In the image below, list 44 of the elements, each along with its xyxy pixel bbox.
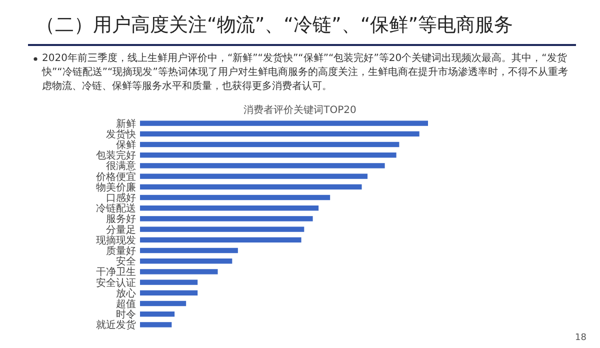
y-tick-label: 口感好 — [106, 192, 136, 204]
text: 2020年前三季度，线上生鲜用户评价中，“新鲜”“发货快”“保鲜”“包装完好”等20个关键词出现频次最高。其中，“发货快”“冷链配送”“现摘现发”等热词体现了用户对生鲜电商服务的高度关注，生鲜电商在提升市场渗透率时，不得不从重考虑物流、冷链、保鲜等服务水平和质量，也获得更多消费者认可。 — [42, 52, 569, 94]
y-tick-label: 时令 — [116, 308, 136, 321]
y-tick-label: 超值 — [116, 298, 136, 310]
bar — [140, 216, 313, 222]
text: 18 — [575, 333, 586, 343]
bar — [140, 120, 428, 126]
bar — [140, 300, 186, 306]
y-tick-label: 干净卫生 — [96, 266, 136, 278]
bar — [140, 194, 330, 200]
y-tick-label: 发货快 — [106, 128, 136, 140]
bar — [140, 269, 218, 274]
bar — [140, 248, 238, 254]
y-tick-label: 新鲜 — [116, 118, 136, 130]
y-tick-label: 安全 — [116, 256, 136, 268]
bar — [140, 163, 385, 168]
bar — [140, 184, 362, 190]
bar — [140, 131, 420, 136]
y-tick-label: 分量足 — [106, 224, 136, 236]
bar — [140, 152, 396, 158]
y-tick-label: 现摘现发 — [96, 234, 136, 246]
y-tick-label: 安全认证 — [96, 276, 136, 289]
bar — [140, 312, 175, 317]
chart-title: 消费者评价关键词TOP20 — [244, 104, 356, 116]
y-tick-label: 保鲜 — [116, 139, 136, 151]
bar — [140, 237, 302, 242]
bar — [140, 258, 232, 264]
y-tick-label: 服务好 — [106, 213, 136, 226]
text: （二）用户高度关注“物流”、“冷链”、“保鲜”等电商服务 — [36, 13, 514, 38]
y-tick-label: 很满意 — [106, 160, 136, 172]
y-tick-label: 价格便宜 — [95, 170, 136, 183]
bar — [140, 226, 304, 232]
y-tick-label: 包装完好 — [96, 150, 136, 162]
y-tick-label: 放心 — [116, 287, 136, 300]
y-tick-label: 就近发货 — [96, 319, 136, 332]
bar — [140, 322, 172, 328]
bar — [140, 174, 368, 179]
bar — [140, 142, 400, 148]
y-tick-label: 物美价廉 — [96, 181, 136, 194]
bar — [140, 290, 198, 296]
bar — [140, 206, 319, 211]
bar — [140, 280, 198, 285]
y-tick-label: 冷链配送 — [96, 202, 136, 215]
y-tick-label: 质量好 — [106, 245, 136, 257]
